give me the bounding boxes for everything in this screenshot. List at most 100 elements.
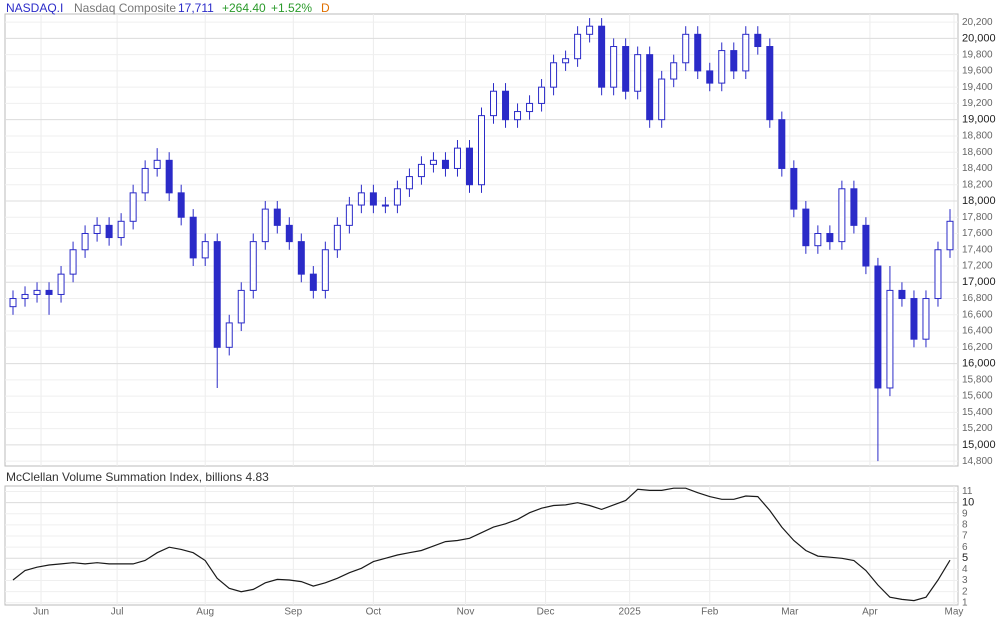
- indicator-panel: [4, 485, 959, 606]
- candle-body: [922, 298, 930, 340]
- candle-body: [333, 224, 341, 251]
- candle-body: [405, 176, 413, 190]
- x-tick-label: Nov: [457, 607, 475, 618]
- y-tick-label: 19,200: [962, 98, 993, 109]
- candle-body: [57, 273, 65, 295]
- candle-body: [441, 159, 449, 169]
- price-panel: [4, 13, 959, 467]
- candle-body: [514, 111, 522, 121]
- candle-body: [153, 159, 161, 169]
- candle-body: [105, 224, 113, 239]
- candle-body: [225, 322, 233, 348]
- y-tick-label: 17,400: [962, 244, 993, 255]
- x-tick-label: Feb: [701, 607, 719, 618]
- y-tick-label: 11: [962, 486, 973, 497]
- interval: D: [321, 1, 330, 15]
- y-tick-label: 16,600: [962, 309, 993, 320]
- candle-body: [874, 265, 882, 389]
- candle-body: [526, 102, 534, 113]
- candle-body: [345, 204, 353, 226]
- candle-body: [802, 208, 810, 247]
- candle-body: [598, 25, 606, 88]
- candle-body: [261, 208, 269, 243]
- x-tick-label: Jul: [111, 607, 124, 618]
- y-tick-label: 2: [962, 586, 968, 597]
- y-tick-label: 18,200: [962, 179, 993, 190]
- candle-body: [778, 119, 786, 169]
- x-tick-label: Oct: [366, 607, 382, 618]
- candle-body: [81, 232, 89, 251]
- candle-body: [910, 298, 918, 340]
- candle-body: [465, 147, 473, 186]
- candle-body: [201, 241, 209, 259]
- indicator-title: McClellan Volume Summation Index, billio…: [6, 470, 269, 484]
- candle-body: [826, 232, 834, 243]
- candle-body: [478, 115, 485, 186]
- x-tick-label: Aug: [196, 607, 214, 618]
- x-tick-label: Apr: [862, 607, 878, 618]
- candle-body: [790, 167, 798, 210]
- candle-body: [934, 249, 942, 300]
- candle-body: [898, 289, 906, 300]
- y-tick-label: 16,800: [962, 293, 993, 304]
- instrument-name: Nasdaq Composite: [74, 1, 176, 15]
- candle-body: [237, 289, 245, 324]
- y-tick-label: 20,200: [962, 17, 993, 28]
- candle-body: [490, 90, 498, 117]
- y-tick-label: 10: [962, 497, 974, 509]
- y-tick-label: 4: [962, 564, 968, 575]
- candle-body: [502, 90, 510, 121]
- y-tick-label: 19,800: [962, 49, 993, 60]
- candle-body: [706, 70, 714, 84]
- candle-body: [9, 298, 17, 308]
- candle-body: [946, 220, 954, 251]
- candle-body: [634, 54, 642, 92]
- candle-body: [213, 241, 221, 348]
- candle-body: [586, 25, 594, 35]
- candle-body: [730, 50, 738, 72]
- candle-body: [754, 33, 762, 48]
- candle-body: [622, 46, 630, 92]
- indicator-line: [12, 487, 951, 602]
- candle-body: [177, 192, 185, 218]
- symbol: NASDAQ.I: [6, 1, 63, 15]
- y-tick-label: 16,200: [962, 342, 993, 353]
- y-tick-label: 16,400: [962, 326, 993, 337]
- candle-body: [886, 289, 894, 389]
- percent-change: +1.52%: [271, 1, 312, 15]
- candle-body: [538, 86, 546, 104]
- x-tick-label: Jun: [33, 607, 49, 618]
- candle-body: [658, 78, 666, 121]
- price-change: +264.40: [222, 1, 266, 15]
- x-tick-label: Dec: [537, 607, 555, 618]
- y-tick-label: 8: [962, 520, 968, 531]
- y-tick-label: 17,200: [962, 261, 993, 272]
- y-tick-label: 17,600: [962, 228, 993, 239]
- candle-body: [297, 241, 305, 275]
- candle-body: [718, 50, 726, 84]
- candle-body: [249, 241, 257, 291]
- candle-body: [189, 216, 197, 259]
- candle-body: [646, 54, 654, 121]
- candle-body: [742, 33, 750, 72]
- y-tick-label: 15,600: [962, 391, 993, 402]
- y-tick-label: 6: [962, 542, 968, 553]
- candle-body: [93, 224, 101, 234]
- candle-body: [21, 293, 29, 300]
- candle-body: [838, 188, 846, 243]
- candle-body: [117, 220, 125, 239]
- candle-body: [814, 232, 822, 247]
- candle-body: [429, 159, 437, 165]
- candle-body: [417, 163, 425, 178]
- candle-body: [69, 249, 77, 275]
- candle-body: [309, 273, 317, 291]
- candle-body: [670, 62, 678, 80]
- x-tick-label: Mar: [781, 607, 799, 618]
- candle-body: [273, 208, 281, 226]
- candle-body: [357, 192, 365, 206]
- y-tick-label: 19,400: [962, 82, 993, 93]
- candle-body: [165, 159, 173, 194]
- candle-body: [766, 46, 774, 121]
- y-tick-label: 5: [962, 552, 968, 564]
